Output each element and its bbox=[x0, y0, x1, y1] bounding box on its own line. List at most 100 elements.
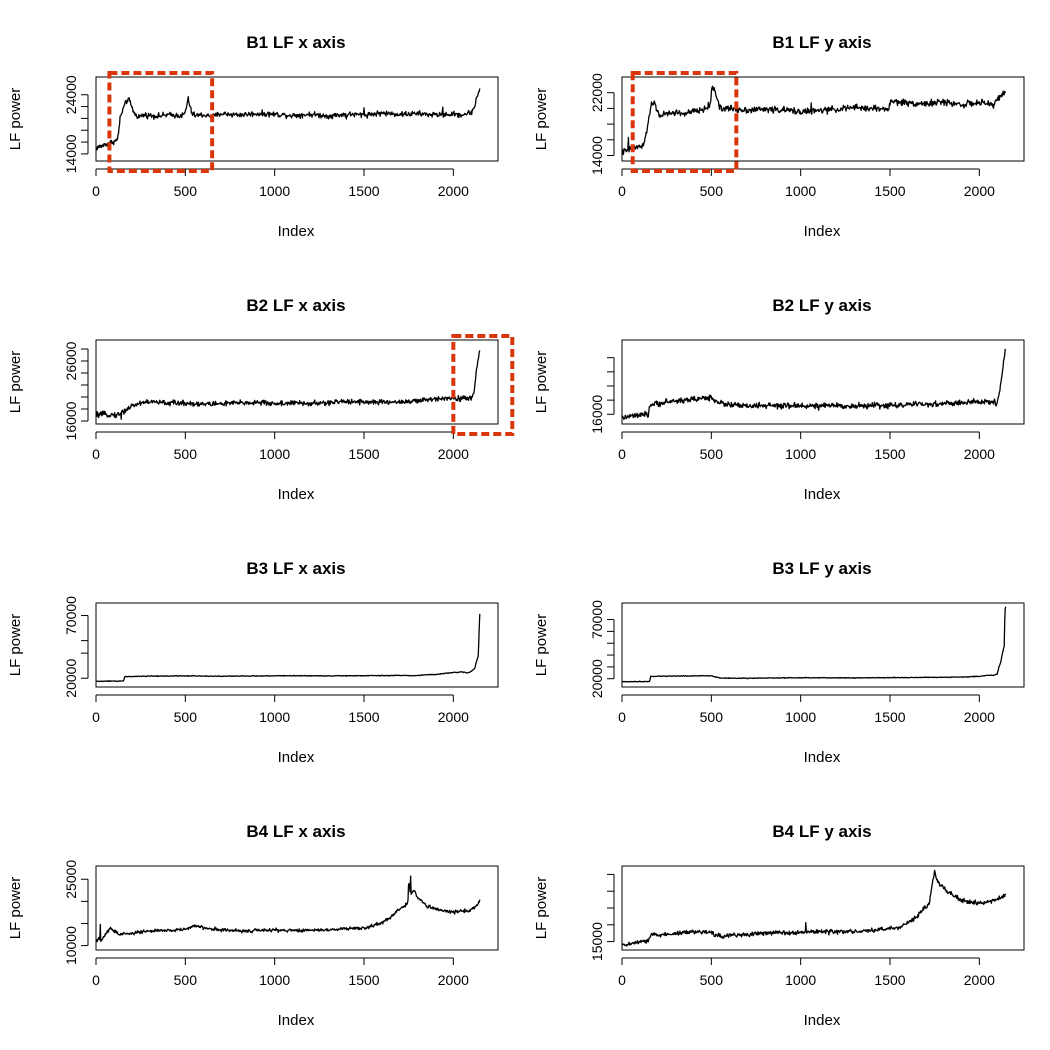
highlight-box bbox=[107, 71, 215, 173]
x-tick-label: 1000 bbox=[785, 446, 816, 462]
x-tick-label: 1500 bbox=[874, 709, 905, 725]
y-tick-label: 22000 bbox=[589, 73, 605, 112]
x-axis-label: Index bbox=[278, 223, 315, 240]
x-tick-label: 1500 bbox=[348, 972, 379, 988]
y-axis-label: LF power bbox=[533, 88, 550, 151]
x-tick-label: 2000 bbox=[964, 183, 995, 199]
plot-frame bbox=[95, 865, 499, 951]
chart-title: B1 LF x axis bbox=[246, 33, 345, 52]
x-tick-label: 0 bbox=[92, 446, 100, 462]
series-line bbox=[621, 606, 1007, 683]
panel-1: B1 LF x axis 0 500 1000 1500 2000 14000 24000 In… bbox=[7, 33, 499, 240]
x-tick-label: 500 bbox=[174, 183, 198, 199]
y-tick-label: 10000 bbox=[63, 926, 79, 965]
x-axis-label: Index bbox=[804, 1012, 841, 1029]
x-tick-label: 0 bbox=[618, 183, 626, 199]
chart-title: B3 LF x axis bbox=[246, 559, 345, 578]
x-tick-label: 2000 bbox=[438, 709, 469, 725]
y-tick-label: 20000 bbox=[589, 659, 605, 698]
x-axis-label: Index bbox=[804, 223, 841, 240]
y-axis-label: LF power bbox=[533, 351, 550, 414]
y-tick-label: 14000 bbox=[63, 134, 79, 173]
x-tick-label: 0 bbox=[92, 183, 100, 199]
y-tick-label: 26000 bbox=[63, 341, 79, 380]
x-tick-label: 2000 bbox=[438, 183, 469, 199]
x-tick-label: 1000 bbox=[785, 709, 816, 725]
x-tick-label: 2000 bbox=[438, 972, 469, 988]
y-axis-label: LF power bbox=[533, 614, 550, 677]
y-tick-label: 16000 bbox=[589, 395, 605, 434]
y-tick-label: 16000 bbox=[63, 401, 79, 440]
series-line bbox=[95, 350, 481, 420]
x-tick-label: 0 bbox=[618, 709, 626, 725]
x-tick-label: 1500 bbox=[874, 446, 905, 462]
x-tick-label: 1000 bbox=[785, 972, 816, 988]
series-line bbox=[95, 88, 481, 151]
x-tick-label: 0 bbox=[618, 446, 626, 462]
x-tick-label: 1000 bbox=[259, 183, 290, 199]
x-axis-label: Index bbox=[278, 1012, 315, 1029]
panel-3: B2 LF x axis 0 500 1000 1500 2000 16000 26000 In… bbox=[7, 296, 515, 503]
y-tick-label: 70000 bbox=[63, 596, 79, 635]
x-tick-label: 1500 bbox=[348, 446, 379, 462]
plot-frame bbox=[621, 76, 1025, 162]
panel-8: B4 LF y axis 0 500 1000 1500 2000 15000 Index LF… bbox=[533, 822, 1025, 1029]
x-tick-label: 1000 bbox=[259, 446, 290, 462]
panel-7: B4 LF x axis 0 500 1000 1500 2000 10000 25000 In… bbox=[7, 822, 499, 1029]
y-axis-label: LF power bbox=[7, 877, 24, 940]
x-tick-label: 500 bbox=[700, 183, 724, 199]
plot-frame bbox=[621, 865, 1025, 951]
x-axis-label: Index bbox=[278, 749, 315, 766]
series-line bbox=[95, 613, 481, 683]
x-tick-label: 0 bbox=[92, 709, 100, 725]
y-tick-label: 14000 bbox=[589, 136, 605, 175]
y-tick-label: 15000 bbox=[589, 922, 605, 961]
y-axis-label: LF power bbox=[7, 351, 24, 414]
series-line bbox=[621, 85, 1007, 156]
plot-frame bbox=[95, 76, 499, 162]
panel-6: B3 LF y axis 0 500 1000 1500 2000 20000 70000 In… bbox=[533, 559, 1025, 766]
highlight-box bbox=[630, 71, 739, 173]
panel-4: B2 LF y axis 0 500 1000 1500 2000 16000 Index LF… bbox=[533, 296, 1025, 503]
y-axis-label: LF power bbox=[7, 614, 24, 677]
y-tick-label: 70000 bbox=[589, 600, 605, 639]
chart-title: B1 LF y axis bbox=[772, 33, 871, 52]
y-tick-label: 20000 bbox=[63, 659, 79, 698]
x-tick-label: 1000 bbox=[785, 183, 816, 199]
x-tick-label: 1500 bbox=[348, 709, 379, 725]
plot-frame bbox=[95, 339, 499, 425]
x-tick-label: 1500 bbox=[874, 183, 905, 199]
x-axis-label: Index bbox=[278, 486, 315, 503]
chart-title: B4 LF x axis bbox=[246, 822, 345, 841]
x-tick-label: 2000 bbox=[964, 709, 995, 725]
x-axis-label: Index bbox=[804, 486, 841, 503]
y-axis-label: LF power bbox=[7, 88, 24, 151]
x-tick-label: 2000 bbox=[964, 446, 995, 462]
chart-title: B2 LF y axis bbox=[772, 296, 871, 315]
x-tick-label: 1000 bbox=[259, 709, 290, 725]
series-line bbox=[621, 348, 1006, 420]
x-tick-label: 0 bbox=[92, 972, 100, 988]
highlight-box bbox=[451, 334, 515, 436]
x-tick-label: 1500 bbox=[874, 972, 905, 988]
x-tick-label: 2000 bbox=[964, 972, 995, 988]
x-tick-label: 500 bbox=[174, 972, 198, 988]
x-tick-label: 500 bbox=[700, 972, 724, 988]
chart-title: B2 LF x axis bbox=[246, 296, 345, 315]
x-tick-label: 0 bbox=[618, 972, 626, 988]
chart-title: B3 LF y axis bbox=[772, 559, 871, 578]
x-tick-label: 500 bbox=[174, 446, 198, 462]
panel-2: B1 LF y axis 0 500 1000 1500 2000 14000 22000 In… bbox=[533, 33, 1025, 240]
y-tick-label: 25000 bbox=[63, 860, 79, 899]
x-tick-label: 1500 bbox=[348, 183, 379, 199]
x-tick-label: 500 bbox=[174, 709, 198, 725]
x-tick-label: 2000 bbox=[438, 446, 469, 462]
plot-frame bbox=[95, 602, 499, 688]
chart-title: B4 LF y axis bbox=[772, 822, 871, 841]
plot-frame bbox=[621, 339, 1025, 425]
series-line bbox=[621, 869, 1007, 947]
panel-5: B3 LF x axis 0 500 1000 1500 2000 20000 70000 In… bbox=[7, 559, 499, 766]
plot-frame bbox=[621, 602, 1025, 688]
x-tick-label: 500 bbox=[700, 446, 724, 462]
